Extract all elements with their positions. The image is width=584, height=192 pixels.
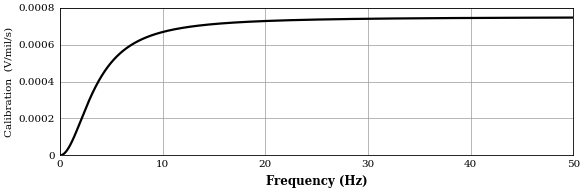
Y-axis label: Calibration  (V/mil/s): Calibration (V/mil/s) [4,26,13,137]
X-axis label: Frequency (Hz): Frequency (Hz) [266,175,367,188]
